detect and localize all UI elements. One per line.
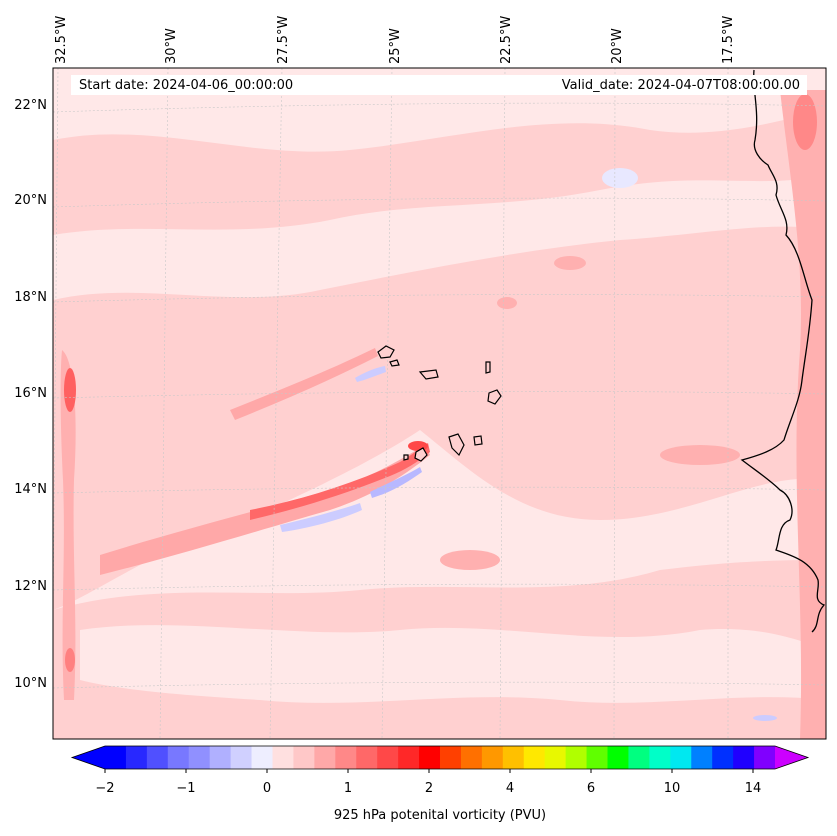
- colorbar-tick-label: 6: [586, 781, 596, 796]
- lon-label: 22.5°W: [499, 15, 514, 64]
- colorbar-tick-label: −2: [95, 781, 115, 796]
- colorbar-tick-label: 14: [744, 781, 762, 796]
- colorbar-segment: [440, 746, 462, 769]
- colorbar-segment: [481, 746, 504, 769]
- colorbar-segment: [502, 746, 525, 769]
- cape-verde-islands: [377, 345, 502, 462]
- lon-label: 17.5°W: [721, 15, 736, 64]
- pv-max-west-edge: [64, 368, 76, 412]
- lat-label: 12°N: [14, 579, 47, 594]
- colorbar-segment: [251, 746, 273, 769]
- map-frame: [52, 67, 827, 740]
- colorbar-segment: [335, 746, 357, 769]
- pv-blob-6: [408, 441, 428, 451]
- africa-coastline: [740, 69, 826, 633]
- colorbar-segment: [230, 746, 253, 769]
- pv-streak-north: [230, 348, 378, 420]
- colorbar-segment: [565, 746, 588, 769]
- colorbar-segment: [125, 746, 148, 769]
- lat-label: 20°N: [14, 193, 47, 208]
- colorbar-segment: [712, 746, 734, 769]
- colorbar-segment: [670, 746, 692, 769]
- colorbar-segment: [460, 746, 483, 769]
- pv-blob-2: [497, 297, 517, 309]
- colorbar-extend-max: [775, 746, 808, 769]
- header-box: [71, 75, 807, 95]
- colorbar-tick-label: 1: [343, 781, 353, 796]
- pv-blob-3: [440, 550, 500, 570]
- colorbar-extend-min: [72, 746, 105, 769]
- lat-label: 14°N: [14, 482, 47, 497]
- pv-streak-main-core: [250, 443, 430, 520]
- start-date-label: Start date: 2024-04-06_00:00:00: [79, 78, 294, 93]
- colorbar-segment: [377, 746, 399, 769]
- colorbar-segment: [691, 746, 713, 769]
- pv-negative-streak-secondary: [280, 503, 362, 532]
- colorbar-tick-label: −1: [176, 781, 196, 796]
- lon-label: 27.5°W: [276, 15, 291, 64]
- pv-contour-band-north: [53, 110, 826, 235]
- colorbar-segment: [523, 746, 546, 769]
- pv-negative-patch-east: [602, 168, 638, 188]
- colorbar-segment: [105, 746, 127, 769]
- map-area: [53, 68, 826, 739]
- pv-negative-patch-south: [753, 715, 777, 721]
- lon-label: 30°W: [164, 28, 179, 64]
- colorbar-segment: [628, 746, 650, 769]
- pv-blob-4: [660, 445, 740, 465]
- colorbar-segment: [607, 746, 629, 769]
- pv-blob-5: [793, 94, 817, 150]
- colorbar-segment: [544, 746, 567, 769]
- colorbar-segment: [754, 746, 776, 769]
- colorbar-segment: [146, 746, 169, 769]
- lat-label: 22°N: [14, 98, 47, 113]
- colorbar-segment: [314, 746, 336, 769]
- colorbar-label: 925 hPa potenital vorticity (PVU): [333, 808, 547, 823]
- colorbar-segment: [293, 746, 315, 769]
- pv-max-west-edge-south: [65, 648, 75, 672]
- colorbar-tick-label: 2: [424, 781, 434, 796]
- pv-negative-streak-north: [355, 366, 386, 382]
- lon-label: 20°W: [610, 28, 625, 64]
- lat-label: 10°N: [14, 676, 47, 691]
- colorbar-segment: [188, 746, 211, 769]
- lon-label: 25°W: [388, 28, 403, 64]
- colorbar-tick-label: 10: [663, 781, 681, 796]
- colorbar-tick-label: 0: [262, 781, 272, 796]
- colorbar-segment: [733, 746, 755, 769]
- pv-contour-east-coast: [780, 90, 826, 739]
- pv-blob-1: [554, 256, 586, 270]
- colorbar-segment: [398, 746, 420, 769]
- colorbar-tick-label: 4: [505, 781, 515, 796]
- colorbar-segment: [356, 746, 378, 769]
- colorbar-segment: [586, 746, 608, 769]
- lat-label: 18°N: [14, 290, 47, 305]
- colorbar-segment: [167, 746, 190, 769]
- colorbar-segment: [272, 746, 294, 769]
- pv-contour-west-edge: [60, 350, 76, 700]
- pv-contour-band-south-light: [80, 625, 826, 703]
- valid-date-label: Valid_date: 2024-04-07T08:00:00.00: [561, 78, 800, 93]
- lon-label: 32.5°W: [54, 15, 69, 64]
- colorbar-segment: [649, 746, 671, 769]
- colorbar-segment: [419, 746, 441, 769]
- pv-negative-streak-main: [370, 467, 422, 498]
- colorbar: [70, 745, 810, 773]
- colorbar-segment: [209, 746, 232, 769]
- lat-label: 16°N: [14, 386, 47, 401]
